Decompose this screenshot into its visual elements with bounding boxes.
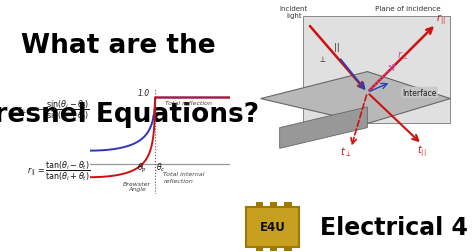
Polygon shape — [303, 17, 450, 124]
Text: ||: || — [334, 43, 339, 52]
Text: 1.0: 1.0 — [137, 88, 149, 98]
Text: $r_\perp$: $r_\perp$ — [397, 49, 409, 62]
Text: What are the: What are the — [21, 33, 216, 58]
Text: Angle: Angle — [128, 187, 146, 192]
Text: $\perp$: $\perp$ — [318, 54, 327, 64]
Text: Electrical 4 U: Electrical 4 U — [320, 215, 474, 239]
Text: Brewster: Brewster — [123, 181, 151, 186]
FancyBboxPatch shape — [246, 208, 299, 247]
Text: Total reflection: Total reflection — [165, 101, 212, 106]
Bar — [256, 203, 263, 207]
Bar — [270, 247, 277, 251]
Bar — [284, 203, 292, 207]
Text: $t_\perp$: $t_\perp$ — [340, 145, 352, 159]
Polygon shape — [261, 72, 450, 124]
Polygon shape — [280, 107, 367, 149]
Text: $t_{||}$: $t_{||}$ — [417, 143, 427, 159]
Text: E4U: E4U — [260, 220, 285, 233]
Text: $r_\parallel=\dfrac{\tan(\theta_i-\theta_t)}{\tan(\theta_i+\theta_t)}$: $r_\parallel=\dfrac{\tan(\theta_i-\theta… — [27, 159, 90, 182]
Bar — [284, 247, 292, 251]
Bar — [270, 203, 277, 207]
Text: $\theta_p$: $\theta_p$ — [137, 161, 147, 174]
Text: Interface: Interface — [402, 88, 437, 98]
Text: reflection: reflection — [164, 178, 193, 183]
Text: Incident
light: Incident light — [280, 6, 308, 19]
Bar — [256, 247, 263, 251]
Text: $r_\perp=-\dfrac{\sin(\theta_i-\theta_t)}{\sin(\theta_i+\theta_t)}$: $r_\perp=-\dfrac{\sin(\theta_i-\theta_t)… — [17, 98, 90, 121]
Text: Plane of incidence: Plane of incidence — [375, 6, 440, 12]
Text: Total internal: Total internal — [164, 172, 205, 176]
Text: $r_{||}$: $r_{||}$ — [436, 12, 446, 26]
Text: $\theta_c$: $\theta_c$ — [156, 161, 165, 173]
Text: Fresnel Equations?: Fresnel Equations? — [0, 102, 259, 128]
